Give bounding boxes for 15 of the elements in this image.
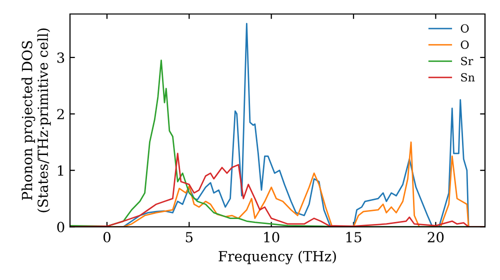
legend-label: Sn (461, 73, 475, 82)
x-tick-label: 15 (346, 232, 362, 242)
legend-label: Sr (461, 56, 474, 66)
legend-label: O (460, 40, 469, 49)
legend-label: O (460, 24, 469, 33)
x-tick-label: 20 (428, 232, 444, 242)
y-tick-label: 0 (57, 222, 64, 232)
y-tick-label: 1 (58, 165, 64, 176)
y-tick-label: 3 (57, 52, 64, 63)
y-axis-title: Phonon projected DOS (States/THz·primitive cell) (22, 28, 51, 212)
x-tick-label: 5 (186, 232, 193, 242)
x-tick-label: 10 (264, 232, 280, 242)
x-tick-label: 0 (103, 232, 110, 242)
y-tick-label: 2 (57, 108, 64, 120)
x-axis-title: Frequency (THz) (218, 250, 336, 264)
